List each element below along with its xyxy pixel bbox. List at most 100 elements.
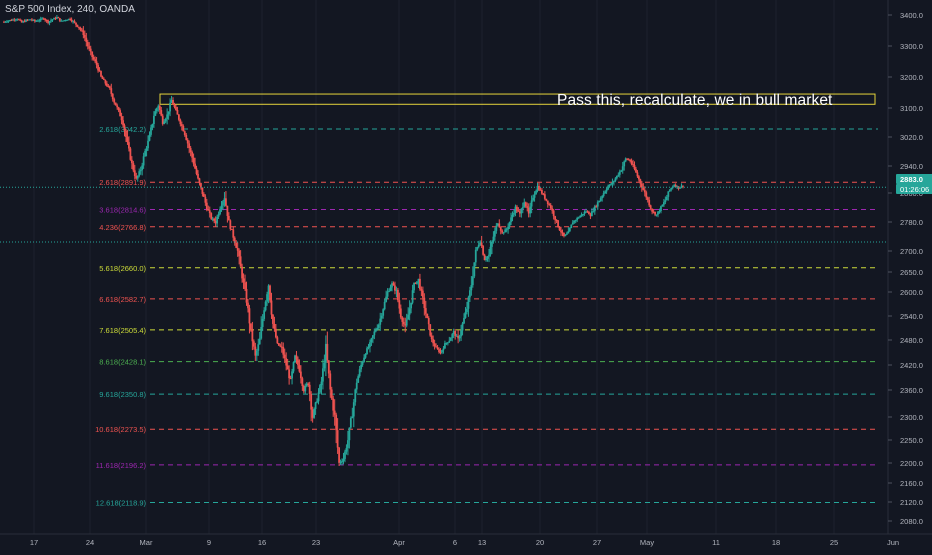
candle-body (389, 287, 392, 291)
candle-body (154, 111, 157, 116)
candle-body (170, 100, 173, 103)
candle-body (235, 242, 238, 248)
candle-body (114, 102, 117, 106)
candle-body (679, 187, 681, 189)
candle-body (233, 237, 236, 243)
candle-body (202, 193, 205, 197)
candle-body (329, 373, 332, 390)
candle-body (327, 360, 330, 374)
candle-body (261, 318, 264, 327)
candle-body (232, 229, 235, 238)
candle-body (583, 211, 586, 215)
candle-body (157, 105, 160, 109)
candle-body (541, 190, 543, 194)
candle-body (652, 211, 655, 213)
candle-body (20, 20, 23, 23)
time-tick-label: 25 (830, 538, 838, 547)
price-tick-label: 2700.0 (900, 247, 923, 256)
candle-body (548, 203, 551, 206)
candle-body (432, 339, 435, 344)
candle-body (590, 211, 593, 217)
candle-body (80, 29, 83, 31)
candle-body (263, 310, 266, 319)
candle-body (466, 308, 468, 313)
candle-body (404, 324, 407, 326)
candle-body (139, 170, 142, 172)
candle-body (266, 294, 268, 302)
candle-body (444, 343, 446, 349)
candle-body (35, 20, 38, 22)
candle-body (188, 143, 191, 149)
candle-body (651, 208, 654, 212)
candle-body (543, 194, 546, 199)
candle-body (639, 179, 642, 184)
candle-body (638, 176, 640, 180)
candle-body (197, 173, 199, 179)
last-price-badge (896, 174, 932, 184)
candle-body (567, 231, 570, 234)
price-lines (0, 186, 888, 243)
candles (3, 14, 684, 467)
candle-body (64, 20, 67, 22)
candle-body (486, 256, 489, 259)
candle-body (643, 189, 646, 193)
candle-body (668, 189, 671, 192)
price-axis[interactable]: 3400.03300.03200.03100.03020.02940.02860… (887, 0, 932, 534)
candle-body (274, 328, 277, 338)
candle-body (279, 345, 282, 347)
candle-body (182, 126, 185, 132)
candle-body (86, 42, 89, 47)
candle-body (75, 22, 77, 25)
time-axis[interactable]: 17 24 Mar 9 16 23 Apr 6 13 20 27 May 11 18 25 Jun (0, 533, 932, 547)
candle-body (633, 165, 636, 170)
candle-body (449, 337, 452, 341)
candle-body (407, 314, 410, 320)
candle-body (595, 206, 598, 208)
candle-body (349, 418, 352, 428)
candle-body (4, 21, 7, 23)
candle-body (620, 170, 623, 172)
candle-body (549, 205, 552, 209)
candle-body (507, 226, 510, 230)
candle-body (323, 362, 326, 369)
candle-body (339, 462, 342, 464)
candle-body (401, 317, 404, 322)
candle-body (311, 409, 314, 418)
candle-body (455, 335, 458, 337)
candle-body (513, 212, 515, 215)
candle-body (41, 18, 44, 20)
candle-body (79, 27, 82, 30)
candle-body (51, 19, 54, 21)
candle-body (301, 378, 304, 386)
candle-body (576, 217, 579, 221)
candle-body (446, 342, 449, 344)
candle-body (272, 314, 274, 324)
candle-body (133, 170, 136, 176)
candle-body (344, 451, 346, 459)
price-tick-label: 2940.0 (900, 162, 923, 171)
candle-body (285, 358, 288, 366)
candle-body (579, 215, 582, 218)
candle-body (103, 78, 105, 81)
candle-body (602, 193, 605, 197)
candle-body (179, 119, 182, 125)
candle-body (38, 20, 41, 22)
fib-label: 7.618(2505.4) (99, 326, 146, 335)
candle-body (132, 163, 135, 171)
candle-body (369, 342, 371, 348)
price-tick-label: 2780.0 (900, 218, 923, 227)
candle-body (142, 156, 145, 166)
candle-body (89, 48, 92, 52)
price-tick-label: 2420.0 (900, 361, 923, 370)
candle-body (385, 296, 388, 302)
candle-body (302, 385, 305, 392)
candle-body (220, 205, 223, 209)
candle-body (586, 211, 589, 213)
candle-body (151, 124, 154, 128)
candle-body (28, 19, 30, 21)
candle-body (336, 430, 339, 448)
candle-body (442, 348, 445, 351)
candle-body (488, 254, 490, 257)
candle-body (47, 20, 49, 23)
